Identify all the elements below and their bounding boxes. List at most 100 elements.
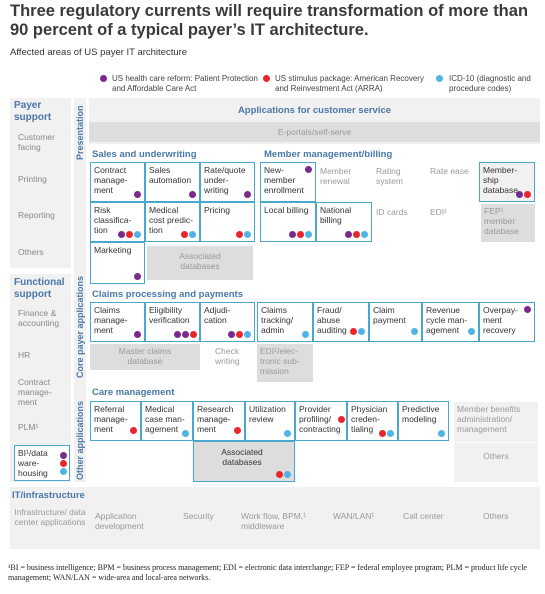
member-cell-national-billing: National billing (316, 202, 372, 242)
care-cell-medical-case: Medical case man-agement (141, 401, 193, 441)
cell-label: Research manage-ment (197, 404, 234, 434)
eportal-bar: E-portals/self-serve (89, 122, 540, 142)
cell-label: ID cards (376, 207, 408, 217)
claims-cell-overpayment: Overpay-ment recovery (479, 302, 535, 342)
core-vlabel: Core payer applications (75, 275, 85, 378)
blue-dot-icon (438, 430, 445, 437)
presentation-vlabel: Presentation (75, 105, 85, 160)
cell-label: Claims tracking/ admin (261, 305, 294, 335)
cell-label: EDI¹ (430, 207, 447, 217)
sales-cell-pricing: Pricing (200, 202, 255, 242)
infra-item: Application development (95, 511, 144, 531)
infra-item: Call center (403, 511, 444, 521)
cell-label: Contract manage-ment (94, 165, 128, 195)
blue-dot-icon (302, 331, 309, 338)
member-cell-rating: Rating system (373, 164, 425, 188)
presentation-title: Applications for customer service (237, 105, 392, 116)
care-member-benefits: Member benefits administration/ manageme… (454, 402, 538, 442)
purple-dot-icon (134, 273, 141, 280)
footnote: ¹BI = business intelligence; BPM = busin… (8, 563, 527, 582)
infra-title: IT/infrastructure (12, 490, 85, 501)
sales-cell-automation: Sales automation (145, 162, 200, 202)
functional-support-heading: Functional support (14, 277, 65, 300)
care-cell-research: Research manage-ment (193, 401, 245, 441)
member-cell-edi: EDI¹ (427, 205, 479, 219)
infra-item: Work flow, BPM,¹ middleware (241, 511, 307, 531)
claims-master-db: Master claims database (90, 344, 200, 370)
purple-dot-icon (244, 191, 251, 198)
cell-label: Member benefits administration/ manageme… (457, 404, 521, 434)
cell-label: Rate/quote under-writing (204, 165, 246, 195)
care-others: Others (454, 443, 538, 482)
blue-dot-icon (182, 430, 189, 437)
claims-check-writing: Check writing (212, 344, 252, 368)
red-dot-icon (263, 75, 270, 82)
claims-cell-adjudication: Adjudi-cation (200, 302, 255, 342)
payer-item: Others (18, 247, 44, 257)
cell-label: EDI¹/elec-tronic sub-mission (260, 346, 300, 376)
blue-dot-icon (387, 430, 394, 437)
cell-label: Rate ease (430, 166, 469, 176)
blue-dot-icon (244, 331, 251, 338)
sales-associated-databases: Associated databases (147, 246, 253, 280)
cell-label: Medical case man-agement (145, 404, 185, 434)
blue-dot-icon (411, 328, 418, 335)
functional-item: PLM¹ (18, 422, 39, 432)
sales-cell-contract: Contract manage-ment (90, 162, 145, 202)
legend-item-reform: US health care reform: Patient Protectio… (112, 74, 258, 93)
member-title: Member management/billing (264, 149, 393, 160)
cell-label: Overpay-ment recovery (483, 305, 518, 335)
care-title: Care management (92, 387, 175, 398)
legend: US health care reform: Patient Protectio… (100, 74, 540, 98)
blue-dot-icon (244, 231, 251, 238)
blue-dot-icon (284, 471, 291, 478)
cell-label: Rating system (376, 166, 403, 186)
cell-label: Local billing (264, 205, 309, 215)
infra-panel: IT/infrastructure Infrastructure/ data c… (10, 487, 540, 549)
purple-dot-icon (305, 166, 312, 173)
member-cell-fep-db: FEP¹ member database (481, 204, 535, 242)
cell-label: Marketing (94, 245, 132, 255)
payer-support-panel: Payer support Customer facing Printing R… (10, 98, 71, 268)
purple-dot-icon (174, 331, 181, 338)
red-dot-icon (234, 427, 241, 434)
red-dot-icon (130, 427, 137, 434)
cell-label: Sales automation (149, 165, 192, 185)
purple-dot-icon (516, 191, 523, 198)
payer-item: Customer facing (18, 132, 55, 152)
care-cell-referral: Referral manage-ment (90, 401, 141, 441)
claims-cell-tracking: Claims tracking/ admin (257, 302, 313, 342)
purple-dot-icon (228, 331, 235, 338)
claims-title: Claims processing and payments (92, 289, 243, 300)
red-dot-icon (190, 331, 197, 338)
member-cell-new-enrollment: New-member enrollment (260, 162, 316, 202)
purple-dot-icon (182, 331, 189, 338)
infra-item: Infrastructure/ data center applications (14, 507, 86, 527)
blue-dot-icon (60, 468, 67, 475)
red-dot-icon (276, 471, 283, 478)
purple-dot-icon (345, 231, 352, 238)
red-dot-icon (181, 231, 188, 238)
sales-title: Sales and underwriting (92, 149, 197, 160)
payer-item: Printing (18, 174, 47, 184)
cell-label: New-member enrollment (264, 165, 304, 195)
claims-cell-payment: Claim payment (369, 302, 422, 342)
purple-dot-icon (524, 306, 531, 313)
cell-label: Member renewal (320, 166, 352, 186)
red-dot-icon (353, 231, 360, 238)
care-cell-utilization: Utilization review (245, 401, 295, 441)
member-cell-local-billing: Local billing (260, 202, 316, 242)
cell-label: Associated databases (221, 447, 263, 467)
blue-dot-icon (134, 231, 141, 238)
infra-item: WAN/LAN¹ (333, 511, 375, 521)
bi-label: BI¹/data ware-housing (18, 448, 48, 478)
red-dot-icon (379, 430, 386, 437)
presentation-panel: Applications for customer service E-port… (89, 98, 540, 144)
member-cell-renewal: Member renewal (317, 164, 373, 188)
claims-cell-eligibility: Eligibility verification (145, 302, 200, 342)
cell-label: Claims manage-ment (94, 305, 128, 335)
blue-dot-icon (305, 231, 312, 238)
purple-dot-icon (118, 231, 125, 238)
care-associated-databases: Associated databases (193, 441, 295, 482)
cell-label: Predictive modeling (402, 404, 440, 424)
